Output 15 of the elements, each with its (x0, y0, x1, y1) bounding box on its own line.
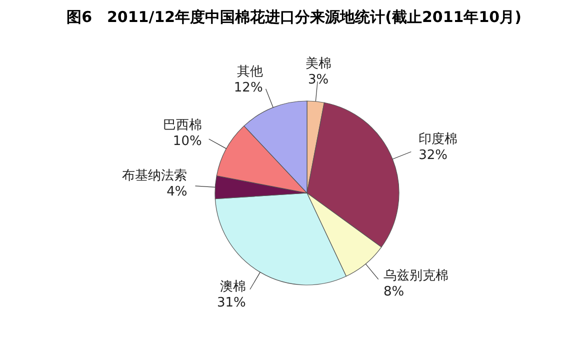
data-label: 31% (217, 295, 246, 310)
slice-label: 巴西棉 (162, 118, 202, 134)
slice-label: 澳棉 (220, 279, 246, 294)
data-label: 10% (172, 134, 202, 150)
slice-label: 布基纳法索 (122, 168, 188, 184)
data-label: 4% (166, 184, 188, 200)
slice-label: 美棉 (305, 56, 332, 72)
slice-label: 其他 (236, 64, 263, 80)
chart-title: 图6 2011/12年度中国棉花进口分来源地统计(截止2011年10月) (66, 8, 522, 28)
data-label: 32% (418, 148, 448, 163)
data-label: 3% (308, 72, 329, 88)
data-label: 12% (234, 80, 263, 96)
slice-label: 印度棉 (418, 130, 458, 147)
slice-label: 乌兹别克棉 (383, 268, 448, 284)
data-label: 8% (383, 284, 404, 300)
